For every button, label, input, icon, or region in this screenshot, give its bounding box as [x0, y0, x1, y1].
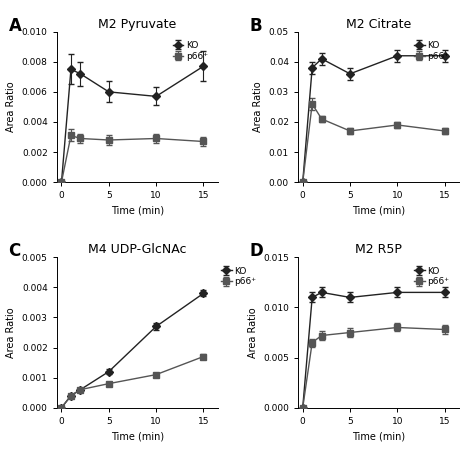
Legend: KO, p66⁺: KO, p66⁺: [171, 39, 210, 63]
X-axis label: Time (min): Time (min): [111, 206, 164, 216]
Text: D: D: [250, 242, 263, 260]
Text: C: C: [9, 242, 21, 260]
Y-axis label: Area Ratio: Area Ratio: [253, 82, 263, 132]
X-axis label: Time (min): Time (min): [352, 431, 405, 441]
Title: M2 Citrate: M2 Citrate: [346, 18, 411, 30]
Title: M4 UDP-GlcNAc: M4 UDP-GlcNAc: [88, 243, 186, 256]
Title: M2 R5P: M2 R5P: [355, 243, 402, 256]
X-axis label: Time (min): Time (min): [352, 206, 405, 216]
Y-axis label: Area Ratio: Area Ratio: [247, 307, 257, 358]
X-axis label: Time (min): Time (min): [111, 431, 164, 441]
Legend: KO, p66⁺: KO, p66⁺: [412, 265, 451, 288]
Text: B: B: [250, 17, 263, 35]
Legend: KO, p66⁺: KO, p66⁺: [412, 39, 451, 63]
Y-axis label: Area Ratio: Area Ratio: [6, 307, 16, 358]
Legend: KO, p66⁺: KO, p66⁺: [219, 265, 258, 288]
Title: M2 Pyruvate: M2 Pyruvate: [98, 18, 176, 30]
Text: A: A: [9, 17, 21, 35]
Y-axis label: Area Ratio: Area Ratio: [6, 82, 16, 132]
